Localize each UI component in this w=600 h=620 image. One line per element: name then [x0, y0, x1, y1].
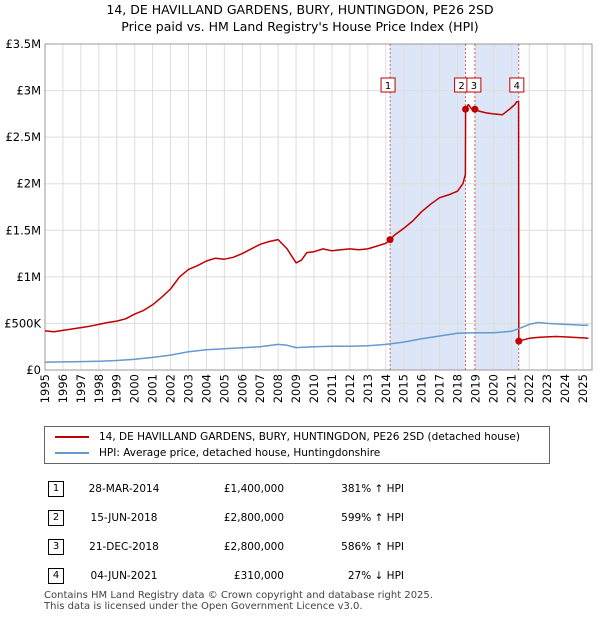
- sale-point: [462, 105, 470, 113]
- x-tick-label: 2014: [379, 374, 393, 403]
- transaction-date: 21-DEC-2018: [89, 540, 159, 553]
- x-tick-label: 2000: [128, 374, 142, 403]
- sale-point: [471, 105, 479, 113]
- x-tick-label: 2015: [397, 374, 411, 403]
- x-tick-label: 1998: [92, 374, 106, 403]
- transaction-date: 28-MAR-2014: [88, 482, 160, 495]
- x-tick-label: 2009: [289, 374, 303, 403]
- shaded-period: [474, 44, 519, 370]
- x-tick-label: 2008: [271, 374, 285, 403]
- legend: 14, DE HAVILLAND GARDENS, BURY, HUNTINGD…: [44, 426, 550, 464]
- y-tick-label: £3M: [16, 84, 41, 98]
- legend-label-hpi: HPI: Average price, detached house, Hunt…: [99, 447, 381, 459]
- x-tick-label: 2006: [235, 374, 249, 403]
- x-tick-label: 2023: [540, 374, 554, 403]
- sale-label-box: [509, 77, 525, 93]
- plot-border: [44, 43, 593, 371]
- sale-label-number: 3: [471, 81, 477, 92]
- x-tick-label: 2003: [181, 374, 195, 403]
- y-tick-label: £1M: [16, 270, 41, 284]
- table-row: 2 15-JUN-2018 £2,800,000 599% ↑ HPI: [44, 503, 404, 532]
- y-tick-label: £0: [26, 363, 41, 377]
- x-tick-label: 2016: [415, 374, 429, 403]
- transaction-hpi-change: 27% ↓ HPI: [347, 569, 404, 582]
- x-tick-label: 2020: [486, 374, 500, 403]
- y-tick-label: £1.5M: [5, 223, 41, 237]
- y-tick-label: £2M: [16, 177, 41, 191]
- legend-label-property: 14, DE HAVILLAND GARDENS, BURY, HUNTINGD…: [99, 431, 520, 443]
- hpi-line: [44, 321, 589, 363]
- x-tick-label: 1995: [38, 374, 52, 403]
- footer-licence: This data is licensed under the Open Gov…: [44, 601, 363, 612]
- property-price-line: [44, 100, 589, 342]
- transaction-hpi-change: 599% ↑ HPI: [341, 511, 404, 524]
- x-tick-label: 2007: [253, 374, 267, 403]
- transaction-price: £310,000: [233, 569, 284, 582]
- transaction-number: 1: [48, 480, 64, 497]
- transaction-hpi-change: 586% ↑ HPI: [341, 540, 404, 553]
- sale-label-box: [466, 77, 482, 93]
- x-tick-label: 2018: [450, 374, 464, 403]
- sale-label-box: [380, 77, 396, 93]
- x-tick-label: 2012: [343, 374, 357, 403]
- x-tick-label: 2025: [576, 374, 590, 403]
- x-tick-label: 2024: [558, 374, 572, 403]
- sale-label-number: 4: [514, 81, 520, 92]
- sale-label-number: 2: [458, 81, 464, 92]
- transaction-number: 3: [48, 538, 64, 555]
- x-tick-label: 2002: [164, 374, 178, 403]
- chart-subtitle: Price paid vs. HM Land Registry's House …: [121, 19, 479, 34]
- legend-swatch-property: [55, 436, 89, 438]
- x-tick-label: 1997: [74, 374, 88, 403]
- transaction-hpi-change: 381% ↑ HPI: [341, 482, 404, 495]
- transaction-price: £2,800,000: [223, 511, 284, 524]
- sale-point: [386, 236, 394, 244]
- y-tick-label: £3.5M: [5, 37, 41, 51]
- x-tick-label: 2019: [468, 374, 482, 403]
- transaction-price: £1,400,000: [223, 482, 284, 495]
- transaction-price: £2,800,000: [223, 540, 284, 553]
- table-row: 1 28-MAR-2014 £1,400,000 381% ↑ HPI: [44, 474, 404, 503]
- x-tick-label: 2005: [217, 374, 231, 403]
- legend-swatch-hpi: [55, 452, 89, 454]
- transaction-date: 04-JUN-2021: [90, 569, 158, 582]
- x-tick-label: 2013: [361, 374, 375, 403]
- table-row: 3 21-DEC-2018 £2,800,000 586% ↑ HPI: [44, 532, 404, 561]
- y-tick-label: £2.5M: [5, 130, 41, 144]
- chart-title: 14, DE HAVILLAND GARDENS, BURY, HUNTINGD…: [106, 2, 494, 17]
- y-tick-label: £500K: [4, 316, 41, 330]
- transaction-date: 15-JUN-2018: [90, 511, 158, 524]
- transaction-number: 2: [48, 509, 64, 526]
- sale-label-number: 1: [385, 81, 391, 92]
- x-tick-label: 2017: [433, 374, 447, 403]
- x-tick-label: 1999: [110, 374, 124, 403]
- footer-copyright: Contains HM Land Registry data © Crown c…: [44, 590, 433, 601]
- x-tick-label: 2001: [146, 374, 160, 403]
- x-tick-label: 2011: [325, 374, 339, 403]
- x-tick-label: 2022: [522, 374, 536, 403]
- x-tick-label: 2004: [199, 374, 213, 403]
- price-chart: £0 £500K £1M £1.5M £2M £2.5M £3M £3.5M 1995 1996 1…: [4, 37, 593, 403]
- transactions-table: 1 28-MAR-2014 £1,400,000 381% ↑ HPI 2 15…: [44, 474, 404, 590]
- x-tick-label: 1996: [56, 374, 70, 403]
- table-row: 4 04-JUN-2021 £310,000 27% ↓ HPI: [44, 561, 404, 590]
- x-tick-label: 2021: [504, 374, 518, 403]
- transaction-number: 4: [48, 567, 64, 584]
- x-tick-label: 2010: [307, 374, 321, 403]
- sale-point: [515, 337, 523, 345]
